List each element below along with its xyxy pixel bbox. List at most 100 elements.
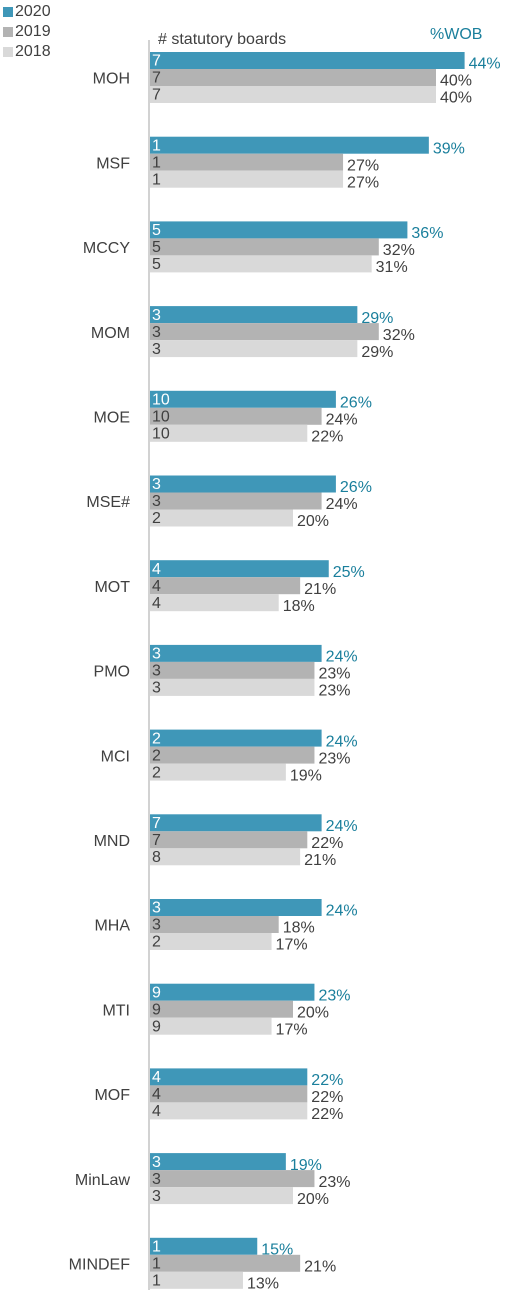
value-label: 44%	[469, 56, 501, 73]
bar	[150, 560, 329, 578]
board-count: 2	[152, 747, 161, 764]
legend-swatch	[3, 27, 13, 37]
category-label: MinLaw	[75, 1172, 131, 1189]
category-label: MTI	[102, 1002, 130, 1019]
bar	[150, 1000, 293, 1018]
value-label: 29%	[361, 344, 393, 361]
value-label: 23%	[318, 750, 350, 767]
bar	[150, 1187, 293, 1205]
bar	[150, 86, 436, 103]
board-count: 2	[152, 730, 161, 747]
bar	[150, 1068, 308, 1086]
board-count: 1	[152, 171, 161, 188]
value-label: 23%	[318, 666, 350, 683]
board-count: 9	[152, 1001, 161, 1018]
board-count: 3	[152, 646, 161, 663]
board-count: 1	[152, 1273, 161, 1290]
bar	[150, 1170, 315, 1188]
bar	[150, 407, 322, 425]
board-count: 5	[152, 222, 161, 239]
value-label: 20%	[297, 513, 329, 530]
value-label: 24%	[326, 412, 358, 429]
board-count: 4	[152, 578, 161, 595]
board-count: 3	[152, 917, 161, 934]
board-count: 1	[152, 1239, 161, 1256]
value-label: 26%	[340, 395, 372, 412]
header-right: %WOB	[430, 26, 482, 43]
category-label: MOT	[94, 579, 130, 596]
value-label: 27%	[347, 157, 379, 174]
bar	[150, 1085, 308, 1103]
bar	[150, 221, 408, 239]
bar	[150, 678, 315, 696]
category-label: MND	[94, 833, 130, 850]
value-label: 40%	[440, 90, 472, 107]
board-count: 10	[152, 426, 170, 443]
bar	[150, 509, 293, 527]
bar	[150, 933, 272, 950]
legend-label: 2019	[15, 23, 51, 40]
bar	[150, 916, 279, 933]
bar	[150, 899, 322, 916]
board-count: 7	[152, 87, 161, 104]
bar	[150, 729, 322, 747]
value-label: 17%	[276, 1021, 308, 1038]
bar	[150, 390, 336, 408]
value-label: 39%	[433, 140, 465, 157]
value-label: 18%	[283, 920, 315, 937]
board-count: 3	[152, 307, 161, 324]
bar	[150, 492, 322, 510]
board-count: 10	[152, 409, 170, 426]
board-count: 3	[152, 324, 161, 341]
legend-label: 2018	[15, 43, 51, 60]
board-count: 1	[152, 154, 161, 171]
category-label: MSF	[96, 155, 130, 172]
board-count: 7	[152, 70, 161, 87]
category-label: MHA	[94, 918, 130, 935]
value-label: 15%	[261, 1242, 293, 1259]
bar	[150, 52, 465, 69]
board-count: 7	[152, 832, 161, 849]
value-label: 23%	[318, 987, 350, 1004]
board-count: 3	[152, 1154, 161, 1171]
value-label: 32%	[383, 327, 415, 344]
value-label: 20%	[297, 1004, 329, 1021]
value-label: 22%	[311, 1106, 343, 1123]
value-label: 22%	[311, 1089, 343, 1106]
value-label: 20%	[297, 1191, 329, 1208]
category-label: MOH	[93, 71, 130, 88]
board-count: 4	[152, 1086, 161, 1103]
bar	[150, 594, 279, 612]
board-count: 1	[152, 137, 161, 154]
bar	[150, 69, 436, 86]
board-count: 1	[152, 1256, 161, 1273]
value-label: 40%	[440, 73, 472, 90]
value-label: 27%	[347, 174, 379, 191]
header-left: # statutory boards	[158, 31, 286, 48]
legend-swatch	[3, 47, 13, 57]
board-count: 4	[152, 561, 161, 578]
bar	[150, 323, 379, 341]
bar	[150, 577, 301, 595]
board-count: 2	[152, 764, 161, 781]
bar	[150, 424, 308, 442]
board-count: 3	[152, 900, 161, 917]
board-count: 9	[152, 984, 161, 1001]
value-label: 23%	[318, 683, 350, 700]
value-label: 19%	[290, 767, 322, 784]
bar	[150, 170, 344, 188]
category-label: MINDEF	[69, 1257, 131, 1274]
board-count: 3	[152, 493, 161, 510]
legend-swatch	[3, 7, 13, 17]
bar	[150, 661, 315, 679]
board-count: 5	[152, 256, 161, 273]
value-label: 18%	[283, 598, 315, 615]
value-label: 21%	[304, 852, 336, 869]
bar	[150, 136, 429, 154]
bar	[150, 1017, 272, 1035]
value-label: 23%	[318, 1174, 350, 1191]
value-label: 36%	[411, 225, 443, 242]
bar	[150, 1237, 258, 1255]
value-label: 25%	[333, 564, 365, 581]
bar	[150, 814, 322, 832]
